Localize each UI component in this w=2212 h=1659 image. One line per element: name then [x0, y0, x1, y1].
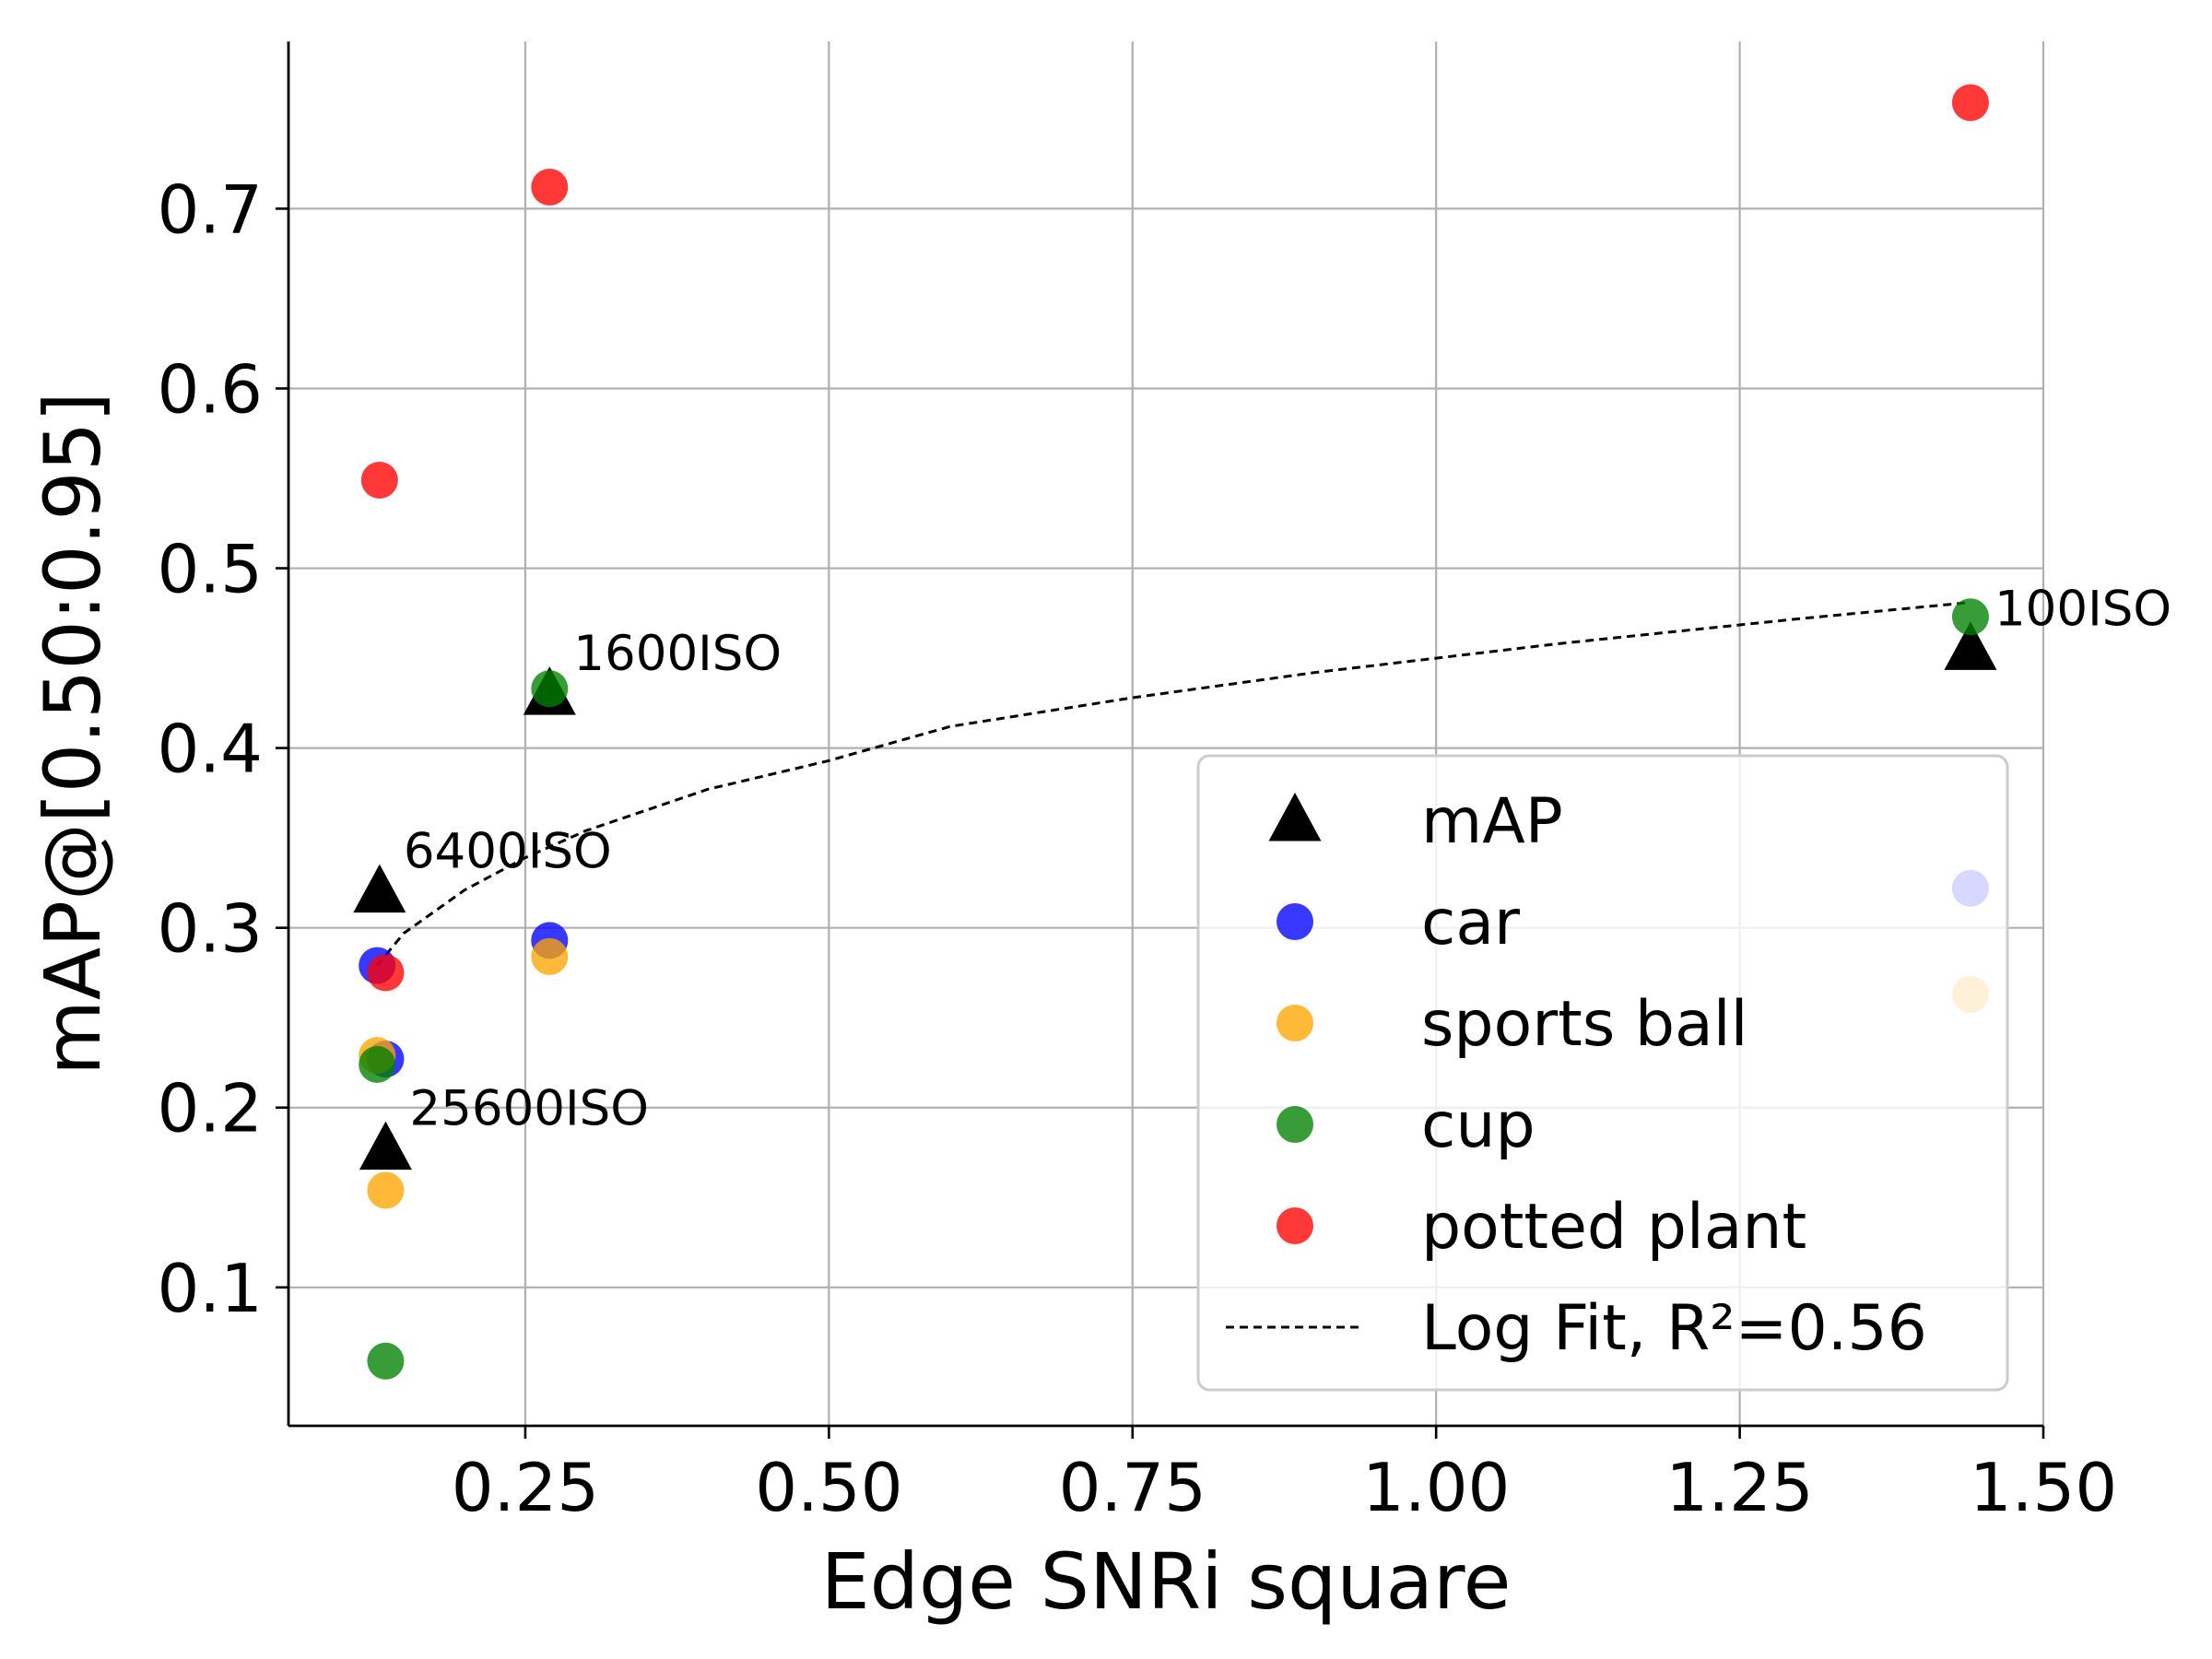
legend-label-log-fit-r-0-56: Log Fit, R²=0.56	[1421, 1292, 1927, 1365]
cup-point	[531, 670, 569, 708]
x-tick-label: 1.50	[1970, 1449, 2117, 1526]
map-triangle-point	[353, 864, 406, 913]
map-triangle-point	[359, 1121, 412, 1171]
legend-label-cup: cup	[1421, 1089, 1535, 1162]
sports-ball-point	[531, 937, 569, 975]
grid-lines	[288, 41, 2045, 1426]
annotation-label: 1600ISO	[573, 626, 782, 682]
legend-marker-map	[1268, 793, 1322, 841]
y-tick-label: 0.3	[157, 890, 263, 968]
axis-ticks: 0.25 0.50 0.75 1.00 1.25 1.50 0.1 0.2 0.3 0.4 0.5 0…	[157, 171, 2117, 1526]
legend-marker-cup	[1277, 1106, 1313, 1143]
y-tick-label: 0.6	[157, 350, 263, 428]
potted-plant-point	[531, 169, 569, 206]
legend-marker-potted-plant	[1277, 1207, 1313, 1244]
point-annotations: 6400ISO 1600ISO 100ISO 25600ISO	[404, 581, 2171, 1136]
annotation-label: 6400ISO	[404, 824, 612, 880]
legend-marker-sports-ball	[1277, 1005, 1313, 1041]
legend-label-car: car	[1421, 887, 1520, 959]
cup-point	[1951, 598, 1989, 636]
x-axis-label: Edge SNRi square	[821, 1536, 1512, 1627]
cup-point	[359, 1045, 396, 1083]
y-tick-label: 0.7	[157, 171, 263, 248]
potted-plant-point	[367, 954, 405, 992]
legend-label-potted-plant: potted plant	[1421, 1191, 1806, 1264]
legend-label-sports-ball: sports ball	[1421, 988, 1747, 1061]
sports-ball-point	[367, 1171, 405, 1209]
annotation-label: 100ISO	[1994, 581, 2171, 637]
x-tick-label: 0.25	[452, 1449, 599, 1526]
log-fit-line	[376, 601, 1971, 967]
log-fit-layer	[376, 601, 1971, 967]
legend-frame	[1196, 754, 2009, 1392]
legend-marker-car	[1277, 903, 1313, 940]
cup-point	[367, 1342, 405, 1380]
x-tick-label: 1.25	[1665, 1449, 1813, 1526]
x-tick-label: 1.00	[1362, 1449, 1510, 1526]
y-axis-label: mAP@[0.50:0.95]	[28, 392, 118, 1076]
x-tick-label: 0.50	[755, 1449, 902, 1526]
y-tick-label: 0.5	[157, 531, 263, 608]
map-triangle-point	[1944, 621, 1997, 670]
potted-plant-point	[360, 461, 398, 499]
x-tick-label: 0.75	[1059, 1449, 1206, 1526]
potted-plant-point	[1951, 84, 1989, 122]
legend-label-map: mAP	[1421, 785, 1563, 858]
annotation-label: 25600ISO	[409, 1081, 649, 1137]
y-tick-label: 0.1	[157, 1250, 263, 1327]
axes	[287, 41, 2043, 1428]
y-tick-label: 0.2	[157, 1070, 263, 1147]
legend: mAP car sports ball cup potted plant Log Fit,…	[1196, 754, 2009, 1392]
y-tick-label: 0.4	[157, 711, 263, 788]
